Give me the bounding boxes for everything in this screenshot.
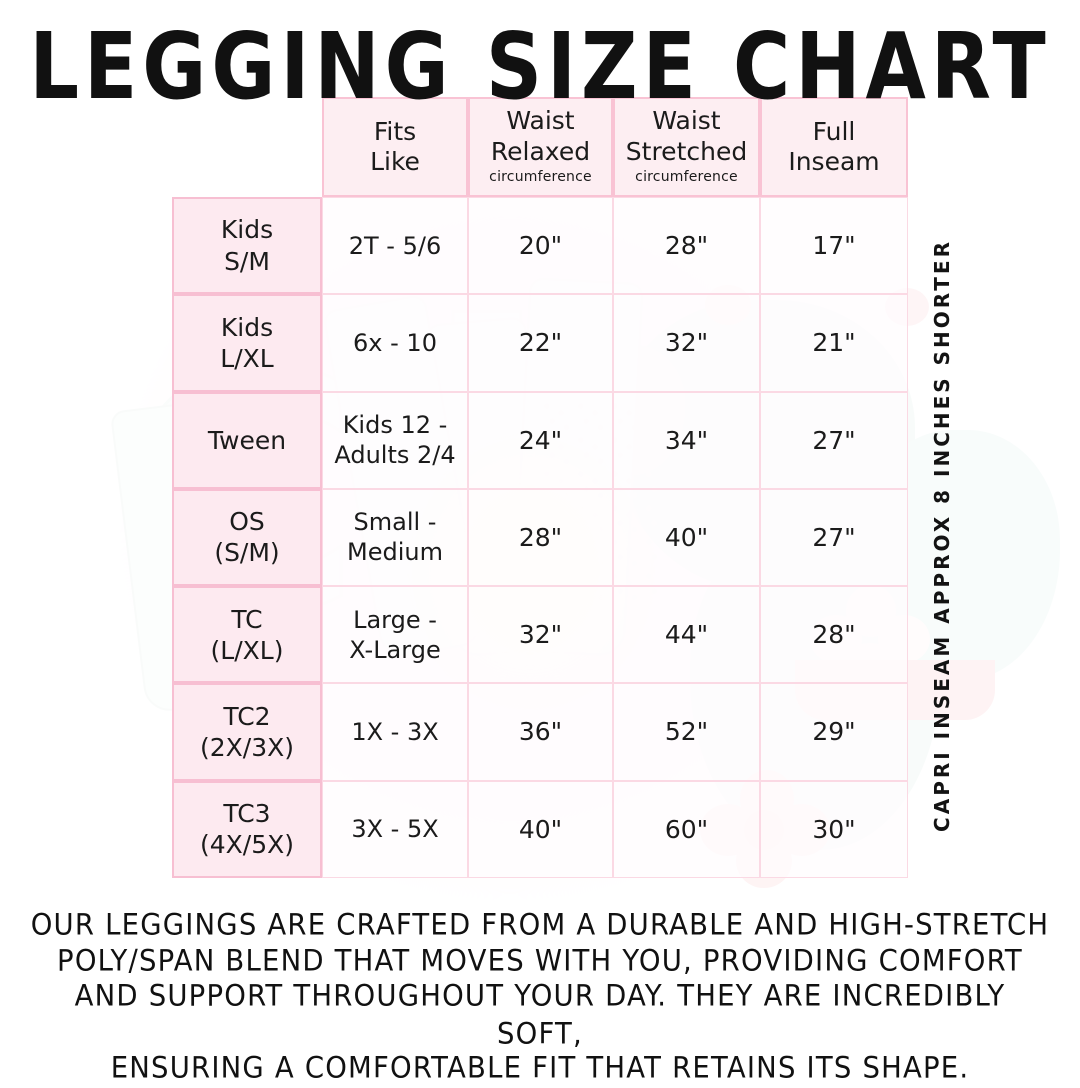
header-line1: Fits (373, 116, 417, 146)
fits-line1: Large - (353, 605, 437, 634)
table-row: Kids S/M 2T - 5/6 20" 28" 17" (172, 197, 908, 295)
size-line2: (4X/5X) (200, 830, 294, 860)
description-line-4: ENSURING A COMFORTABLE FIT THAT RETAINS … (110, 1050, 970, 1085)
size-chart-table: Fits Like Waist Relaxed circumference Wa… (172, 97, 908, 878)
cell-waist-stretched: 34" (613, 391, 760, 489)
row-size-label: TC3 (4X/5X) (172, 780, 322, 878)
fits-line1: Kids 12 - (342, 411, 448, 440)
table-row: TC3 (4X/5X) 3X - 5X 40" 60" 30" (172, 780, 908, 878)
size-line1: Tween (207, 425, 287, 455)
cell-full-inseam: 27" (760, 391, 908, 489)
description-line-3: AND SUPPORT THROUGHOUT YOUR DAY. THEY AR… (74, 978, 1006, 1051)
cell-fits-like: Small - Medium (322, 488, 468, 587)
row-size-label: Tween (172, 391, 322, 489)
cell-waist-relaxed: 20" (468, 197, 613, 295)
cell-fits-like: 1X - 3X (322, 683, 468, 781)
size-chart-table-wrapper: Fits Like Waist Relaxed circumference Wa… (172, 97, 908, 878)
cell-full-inseam: 28" (760, 586, 908, 684)
cell-waist-stretched: 60" (613, 780, 760, 878)
size-line1: OS (229, 507, 265, 537)
size-line1: Kids (220, 215, 274, 245)
row-size-label: TC (L/XL) (172, 586, 322, 684)
header-line1: Full (812, 116, 856, 146)
size-line2: (2X/3X) (200, 733, 294, 763)
size-line2: (S/M) (214, 538, 280, 568)
cell-fits-like: Large - X-Large (322, 586, 468, 684)
cell-full-inseam: 29" (760, 683, 908, 781)
row-size-label: Kids L/XL (172, 294, 322, 392)
fits-line1: 6x - 10 (353, 328, 437, 357)
fits-line1: 2T - 5/6 (348, 231, 442, 260)
cell-waist-relaxed: 36" (468, 683, 613, 781)
table-row: TC (L/XL) Large - X-Large 32" 44" 28" (172, 586, 908, 684)
cell-waist-relaxed: 24" (468, 391, 613, 489)
fits-line2: Medium (347, 538, 443, 567)
table-row: Tween Kids 12 - Adults 2/4 24" 34" 27" (172, 391, 908, 489)
cell-waist-relaxed: 28" (468, 488, 613, 587)
fits-line1: 3X - 5X (351, 815, 439, 844)
table-row: Kids L/XL 6x - 10 22" 32" 21" (172, 294, 908, 392)
row-size-label: OS (S/M) (172, 488, 322, 587)
header-line2: Inseam (788, 147, 880, 176)
cell-waist-relaxed: 22" (468, 294, 613, 392)
row-size-label: Kids S/M (172, 197, 322, 295)
description-line-1: OUR LEGGINGS ARE CRAFTED FROM A DURABLE … (30, 907, 1050, 942)
size-line1: Kids (220, 312, 274, 342)
fits-line2: Adults 2/4 (334, 441, 456, 470)
product-description: OUR LEGGINGS ARE CRAFTED FROM A DURABLE … (30, 908, 1050, 1087)
row-size-label: TC2 (2X/3X) (172, 683, 322, 781)
header-sublabel: circumference (489, 169, 592, 185)
capri-inseam-note: CAPRI INSEAM APPROX 8 INCHES SHORTER (922, 239, 962, 832)
header-line2: Relaxed (490, 136, 591, 166)
fits-line1: Small - (353, 508, 437, 537)
page-title: LEGGING SIZE CHART (29, 14, 1051, 121)
cell-fits-like: 3X - 5X (322, 780, 468, 878)
table-row: TC2 (2X/3X) 1X - 3X 36" 52" 29" (172, 683, 908, 781)
capri-inseam-note-text: CAPRI INSEAM APPROX 8 INCHES SHORTER (930, 238, 954, 832)
size-line1: TC (231, 604, 263, 634)
size-line2: (L/XL) (210, 635, 284, 665)
cell-waist-stretched: 40" (613, 488, 760, 587)
table-row: OS (S/M) Small - Medium 28" 40" 27" (172, 488, 908, 587)
cell-full-inseam: 17" (760, 197, 908, 295)
cell-fits-like: 2T - 5/6 (322, 197, 468, 295)
cell-waist-stretched: 28" (613, 197, 760, 295)
size-line2: L/XL (220, 343, 274, 373)
cell-fits-like: Kids 12 - Adults 2/4 (322, 391, 468, 489)
size-line1: TC3 (223, 799, 271, 829)
cell-waist-stretched: 44" (613, 586, 760, 684)
cell-full-inseam: 27" (760, 488, 908, 587)
cell-full-inseam: 21" (760, 294, 908, 392)
size-line2: S/M (224, 246, 270, 276)
fits-line2: X-Large (349, 635, 441, 664)
cell-waist-relaxed: 40" (468, 780, 613, 878)
header-line2: Like (370, 147, 420, 176)
cell-full-inseam: 30" (760, 780, 908, 878)
cell-waist-stretched: 32" (613, 294, 760, 392)
cell-waist-relaxed: 32" (468, 586, 613, 684)
size-line1: TC2 (223, 701, 271, 731)
cell-waist-stretched: 52" (613, 683, 760, 781)
header-sublabel: circumference (635, 169, 738, 185)
header-line2: Stretched (625, 136, 748, 166)
description-line-2: POLY/SPAN BLEND THAT MOVES WITH YOU, PRO… (57, 943, 1023, 978)
fits-line1: 1X - 3X (351, 718, 439, 747)
cell-fits-like: 6x - 10 (322, 294, 468, 392)
